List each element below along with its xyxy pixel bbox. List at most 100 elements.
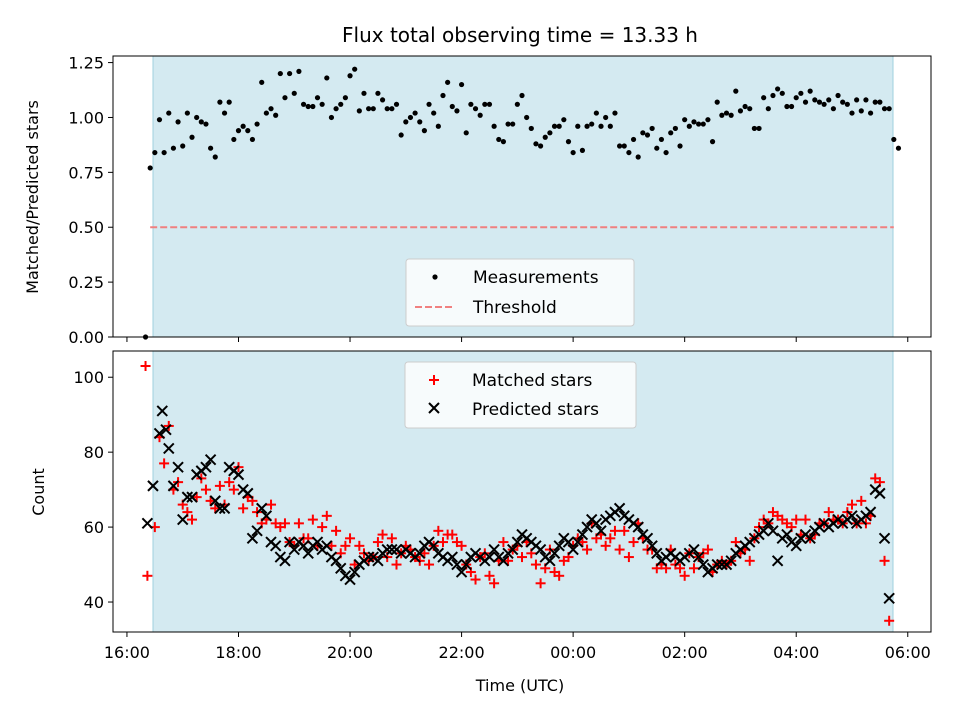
predicted-star-point bbox=[204, 453, 217, 466]
top-legend-box bbox=[405, 258, 635, 327]
measurement-point bbox=[775, 86, 781, 92]
matched-star-point bbox=[321, 510, 332, 521]
measurement-point bbox=[472, 106, 479, 112]
matched-star-point bbox=[279, 518, 290, 529]
matched-star-point bbox=[340, 540, 351, 551]
matched-star-point bbox=[702, 544, 713, 555]
predicted-star-point bbox=[562, 536, 575, 548]
matched-star-point bbox=[623, 552, 634, 563]
predicted-star-point bbox=[335, 562, 347, 575]
measurement-point bbox=[170, 145, 177, 151]
predicted-star-point bbox=[446, 551, 458, 563]
predicted-star-point bbox=[283, 536, 296, 548]
measurement-point bbox=[300, 101, 307, 107]
predicted-star-point bbox=[279, 555, 291, 567]
measurement-point bbox=[668, 130, 674, 136]
measurement-point bbox=[561, 117, 567, 123]
measurement-point bbox=[273, 112, 279, 118]
measurement-point bbox=[761, 95, 767, 101]
measurement-point bbox=[356, 108, 362, 114]
measurement-point bbox=[412, 110, 418, 116]
measurement-point bbox=[440, 92, 446, 99]
top-y-ticks: 0.00 0.25 0.50 0.75 1.00 1.25 bbox=[68, 54, 113, 347]
matched-star-point bbox=[424, 559, 435, 570]
matched-star-point bbox=[372, 537, 383, 548]
measurement-point bbox=[737, 108, 744, 114]
measurement-point bbox=[891, 136, 897, 143]
predicted-star-point bbox=[553, 540, 565, 552]
measurement-point bbox=[240, 123, 246, 129]
measurement-point bbox=[366, 106, 372, 112]
bottom-axes-frame bbox=[112, 350, 932, 633]
measurement-point bbox=[751, 125, 757, 132]
measurement-point bbox=[714, 99, 720, 105]
predicted-star-point bbox=[757, 525, 770, 537]
measurement-point bbox=[747, 106, 753, 112]
measurement-point bbox=[584, 123, 590, 129]
measurement-point bbox=[816, 99, 823, 105]
predicted-star-point bbox=[209, 495, 221, 507]
measurement-point bbox=[784, 103, 790, 110]
x-tick-label: 06:00 bbox=[885, 643, 931, 662]
predicted-star-point bbox=[511, 536, 524, 548]
measurement-point bbox=[259, 79, 265, 85]
predicted-star-point bbox=[386, 543, 398, 556]
measurement-point bbox=[528, 125, 534, 132]
measurement-point bbox=[640, 130, 646, 136]
measurement-point bbox=[881, 106, 888, 112]
predicted-star-point bbox=[711, 558, 723, 571]
measurement-point bbox=[793, 95, 799, 101]
matched-star-point bbox=[391, 559, 402, 570]
x-tick-label: 16:00 bbox=[104, 643, 150, 662]
predicted-star-point bbox=[256, 502, 268, 515]
predicted-star-point bbox=[381, 543, 393, 556]
measurement-point bbox=[556, 123, 562, 129]
measurement-point bbox=[221, 110, 228, 116]
measurement-point bbox=[189, 134, 195, 140]
measurement-point bbox=[524, 114, 530, 121]
measurement-point bbox=[612, 110, 618, 116]
predicted-star-point bbox=[595, 525, 607, 537]
measurement-point bbox=[184, 110, 190, 116]
measurement-point bbox=[426, 101, 432, 107]
measurement-point bbox=[287, 70, 293, 77]
predicted-star-point bbox=[567, 543, 579, 556]
predicted-star-point bbox=[581, 521, 593, 533]
measurement-point bbox=[435, 123, 441, 129]
measurement-point bbox=[384, 106, 390, 112]
measurement-point bbox=[445, 79, 451, 85]
measurement-point bbox=[291, 90, 297, 96]
bottom-y-tick-label: 60 bbox=[84, 518, 104, 537]
measurement-point bbox=[779, 90, 785, 96]
measurement-point bbox=[310, 103, 316, 110]
predicted-star-point bbox=[242, 487, 254, 500]
measurement-point bbox=[840, 99, 846, 105]
predicted-star-point bbox=[348, 566, 361, 578]
predicted-star-point bbox=[651, 547, 663, 560]
measurement-point bbox=[342, 95, 348, 101]
predicted-star-point bbox=[804, 532, 816, 545]
predicted-star-point bbox=[141, 517, 154, 530]
measurement-point bbox=[389, 106, 395, 112]
measurement-point bbox=[421, 128, 427, 134]
predicted-star-point bbox=[362, 551, 375, 563]
predicted-star-point bbox=[414, 547, 426, 560]
matched-star-point bbox=[791, 514, 802, 525]
predicted-star-point bbox=[232, 468, 245, 481]
predicted-star-point bbox=[460, 558, 472, 571]
predicted-star-point bbox=[177, 513, 189, 526]
measurement-point bbox=[542, 134, 548, 140]
measurement-point bbox=[254, 121, 260, 127]
predicted-star-point bbox=[767, 525, 779, 537]
measurement-point bbox=[277, 70, 283, 77]
predicted-star-point bbox=[497, 555, 510, 567]
measurement-point bbox=[482, 101, 488, 107]
measurement-point bbox=[705, 117, 711, 123]
measurement-point bbox=[635, 154, 641, 160]
matched-star-point bbox=[433, 525, 444, 536]
measurement-point bbox=[672, 125, 678, 132]
measurement-point bbox=[630, 136, 637, 143]
measurement-point bbox=[180, 143, 186, 149]
matched-star-point bbox=[159, 458, 170, 469]
